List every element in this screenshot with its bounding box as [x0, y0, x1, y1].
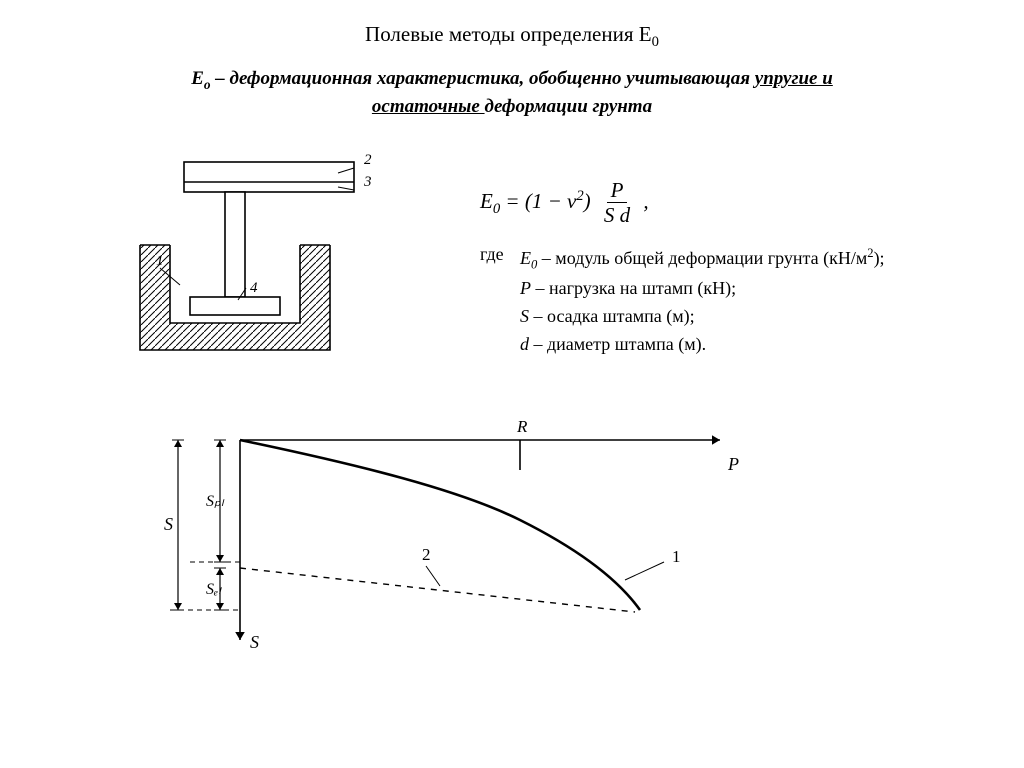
svg-text:S: S [250, 632, 259, 652]
def-row: P – нагрузка на штамп (кН); [520, 275, 885, 303]
subtitle-sym: E [191, 68, 204, 89]
def-row: S – осадка штампа (м); [520, 303, 885, 331]
svg-text:1: 1 [672, 547, 681, 566]
formula-sq: 2 [576, 188, 583, 204]
title-sub: 0 [652, 34, 659, 50]
svg-text:1: 1 [156, 253, 164, 269]
formula-lhs: E [480, 189, 493, 213]
svg-text:S: S [164, 514, 173, 534]
subtitle-sub: o [204, 77, 211, 92]
formula-num: P [607, 178, 628, 203]
svg-text:2: 2 [364, 152, 372, 168]
svg-text:2: 2 [422, 545, 431, 564]
svg-text:Sₑₗ: Sₑₗ [206, 581, 222, 598]
where-label: где [480, 244, 504, 265]
schematic-diagram: 1 2 3 4 [120, 150, 380, 370]
formula-tail: , [638, 189, 649, 213]
subtitle-ul-1: упругие и [755, 68, 833, 89]
def-row: d – диаметр штампа (м). [520, 331, 885, 359]
svg-text:P: P [727, 454, 739, 474]
svg-text:R: R [516, 417, 528, 436]
definitions: E0 – модуль общей деформации грунта (кН/… [520, 244, 885, 359]
page-subtitle: Eo – деформационная характеристика, обоб… [0, 66, 1024, 121]
subtitle-rest-1: – деформационная характеристика, обобщен… [211, 68, 755, 89]
svg-text:3: 3 [363, 174, 372, 190]
subtitle-rest-2: деформации грунта [485, 96, 653, 117]
settlement-graph: P R S S Sₚₗ Sₑₗ 1 2 [120, 410, 760, 660]
title-text: Полевые методы определения E [365, 22, 652, 46]
formula: E0 = (1 − ν2) PS d , [480, 178, 649, 228]
formula-den: S d [600, 203, 634, 227]
subtitle-ul-2: остаточные [372, 96, 485, 117]
svg-text:4: 4 [250, 280, 258, 296]
page-title: Полевые методы определения E0 [0, 22, 1024, 51]
formula-close: ) [584, 189, 596, 213]
def-row: E0 – модуль общей деформации грунта (кН/… [520, 244, 885, 275]
svg-text:Sₚₗ: Sₚₗ [206, 493, 225, 510]
formula-eq: = (1 − ν [500, 189, 576, 213]
